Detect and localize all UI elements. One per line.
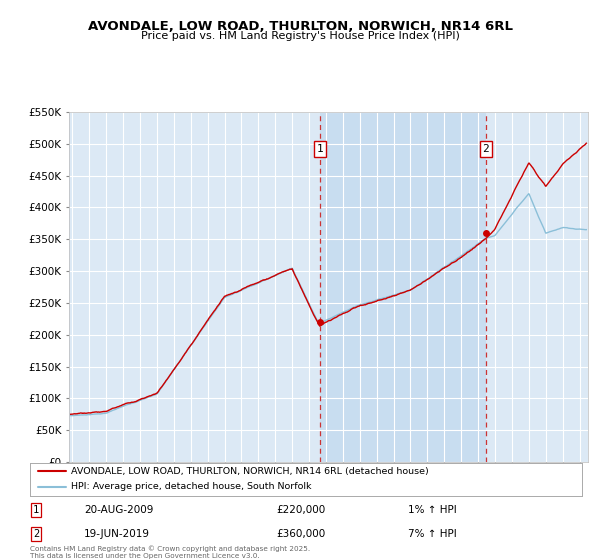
Text: 19-JUN-2019: 19-JUN-2019 [84,529,150,539]
Text: £360,000: £360,000 [276,529,325,539]
Bar [320,112,486,462]
Text: 1: 1 [316,144,323,154]
Text: Contains HM Land Registry data © Crown copyright and database right 2025.
This d: Contains HM Land Registry data © Crown c… [30,545,310,559]
Text: 1% ↑ HPI: 1% ↑ HPI [408,505,457,515]
Text: £220,000: £220,000 [276,505,325,515]
Text: 2: 2 [482,144,489,154]
Text: 20-AUG-2009: 20-AUG-2009 [84,505,154,515]
Text: HPI: Average price, detached house, South Norfolk: HPI: Average price, detached house, Sout… [71,482,312,491]
Text: 7% ↑ HPI: 7% ↑ HPI [408,529,457,539]
Text: Price paid vs. HM Land Registry's House Price Index (HPI): Price paid vs. HM Land Registry's House … [140,31,460,41]
Text: 1: 1 [33,505,39,515]
Text: 2: 2 [33,529,39,539]
Text: AVONDALE, LOW ROAD, THURLTON, NORWICH, NR14 6RL (detached house): AVONDALE, LOW ROAD, THURLTON, NORWICH, N… [71,466,429,476]
Text: AVONDALE, LOW ROAD, THURLTON, NORWICH, NR14 6RL: AVONDALE, LOW ROAD, THURLTON, NORWICH, N… [88,20,512,32]
